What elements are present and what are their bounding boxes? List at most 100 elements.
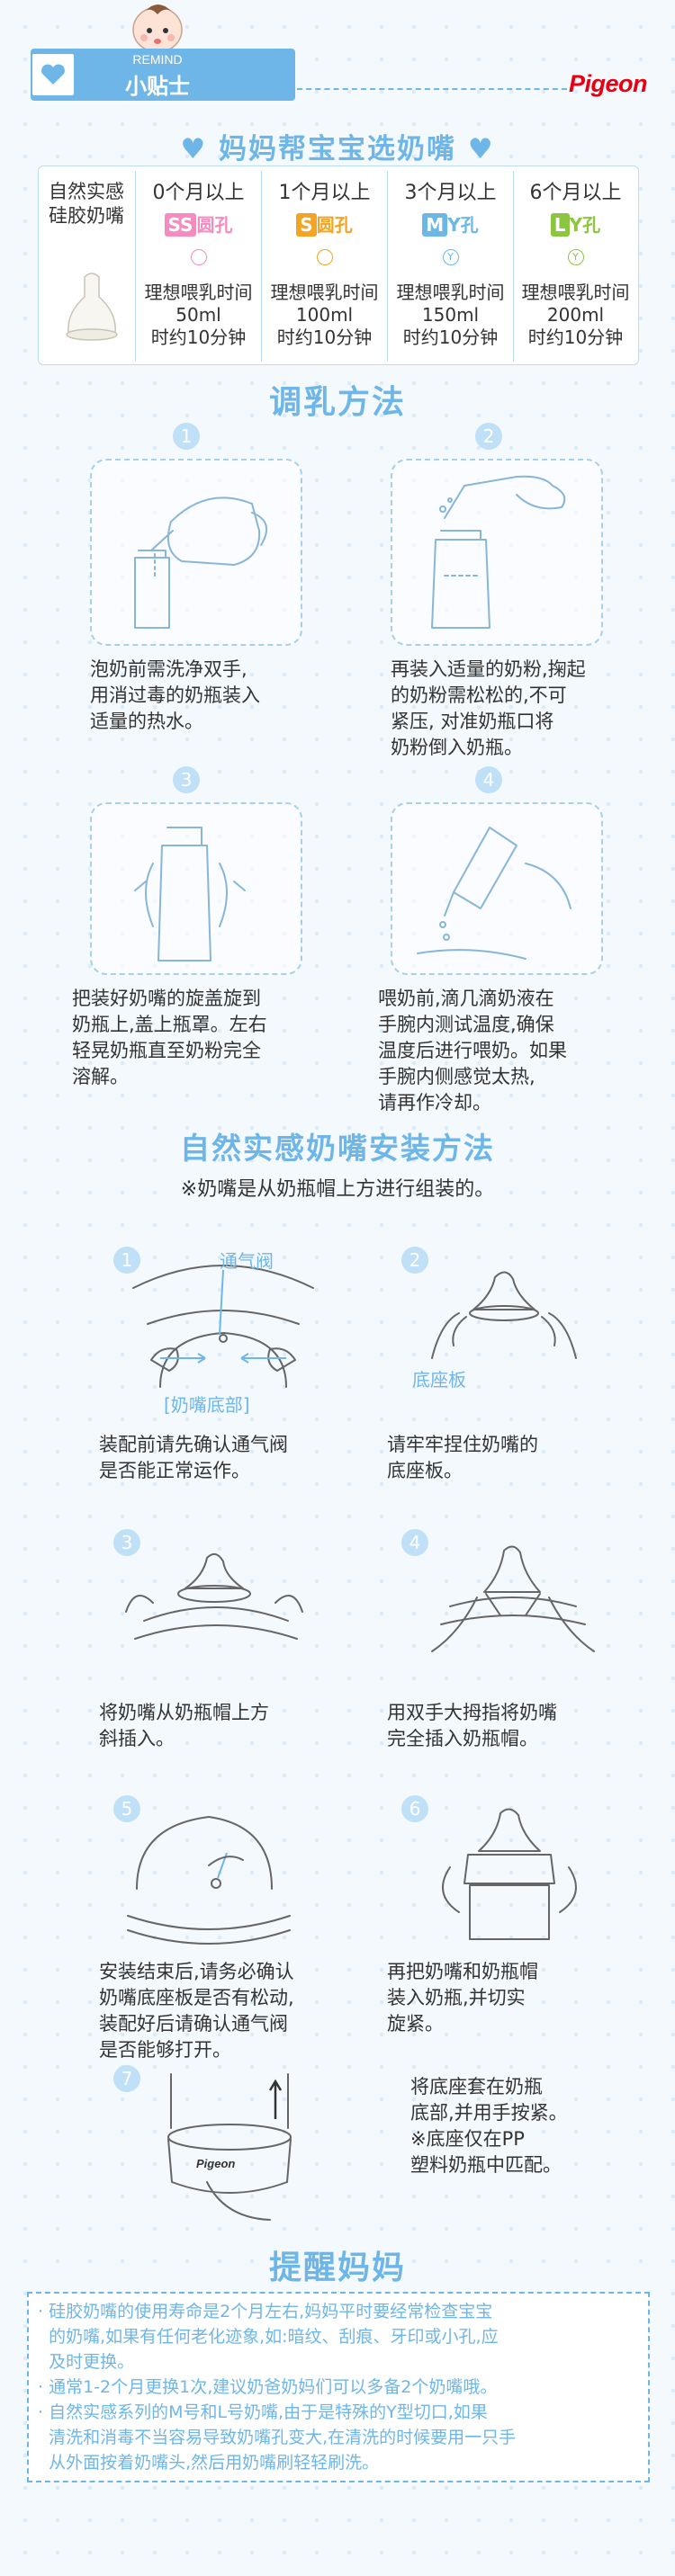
line: 的奶粉需松松的,不可 bbox=[391, 684, 567, 706]
hole-type: Y孔 bbox=[447, 214, 479, 236]
line: 奶嘴底座板是否有松动, bbox=[99, 1987, 294, 2008]
step-number: 6 bbox=[401, 1795, 428, 1822]
step-illustration-box bbox=[391, 459, 603, 646]
line: 请再作冷却。 bbox=[378, 1092, 491, 1114]
ideal-time-label: 理想喂乳时间 bbox=[521, 282, 630, 303]
line: 温度后进行喂奶。如果 bbox=[378, 1040, 567, 1061]
pour-hot-water-illustration bbox=[134, 496, 268, 629]
ideal-time-label: 理想喂乳时间 bbox=[144, 282, 253, 303]
heart-right-icon: ♥ bbox=[456, 133, 495, 165]
tips-title: 小贴士 bbox=[125, 74, 190, 99]
step-number: 1 bbox=[173, 423, 200, 450]
line: 再装入适量的奶粉,掬起 bbox=[391, 658, 586, 680]
step-number: 2 bbox=[475, 423, 502, 450]
check-base-plate-illustration bbox=[127, 1816, 291, 1945]
size-row: S 圆孔 bbox=[262, 210, 387, 237]
step-description: 再把奶嘴和奶瓶帽 装入奶瓶,并切实 旋紧。 bbox=[387, 1959, 630, 2037]
line: 紧压, 对准奶瓶口将 bbox=[391, 711, 554, 732]
size-badge: L bbox=[550, 213, 570, 237]
duration: 时约10分钟 bbox=[527, 326, 624, 348]
attach-base-illustration bbox=[167, 2073, 292, 2221]
line: 奶粉倒入奶瓶。 bbox=[391, 737, 523, 758]
volume: 100ml bbox=[295, 304, 354, 326]
hole-circle-icon bbox=[316, 249, 333, 265]
reminder-box: · 硅胶奶嘴的使用寿命是2个月左右,妈妈平时要经常检查宝宝 的奶嘴,如果有任何老… bbox=[27, 2292, 650, 2482]
nipple-base-label: [奶嘴底部] bbox=[164, 1394, 250, 1416]
push-nipple-illustration bbox=[431, 1545, 595, 1652]
base-plate-label: 底座板 bbox=[412, 1369, 466, 1391]
reminder-line: 及时更换。 bbox=[38, 2352, 135, 2372]
step-number: 2 bbox=[401, 1247, 428, 1274]
insert-nipple-illustration bbox=[125, 1552, 303, 1640]
step-number: 5 bbox=[113, 1795, 140, 1822]
step-number: 4 bbox=[401, 1529, 428, 1556]
line: 装配好后请确认通气阀 bbox=[99, 2013, 288, 2035]
screw-on-cap-illustration bbox=[442, 1808, 577, 1940]
reminder-line: 从外面按着奶嘴头,然后用奶嘴刷轻轻刷洗。 bbox=[38, 2453, 380, 2473]
line: 手腕内侧感觉太热, bbox=[378, 1066, 536, 1087]
step-description: 将底座套在奶瓶 底部,并用手按紧。 ※底座仅在PP 塑料奶瓶中匹配。 bbox=[410, 2074, 644, 2178]
line: 完全插入奶瓶帽。 bbox=[387, 1728, 538, 1749]
line: 喂奶前,滴几滴奶液在 bbox=[378, 988, 554, 1009]
age-label: 3个月以上 bbox=[404, 182, 497, 204]
line: 装入奶瓶,并切实 bbox=[387, 1987, 526, 2008]
baby-mascot-icon bbox=[132, 4, 183, 53]
reminder-title: 提醒妈妈 bbox=[268, 2250, 406, 2286]
shake-bottle-illustration bbox=[134, 827, 246, 962]
header-dashed-line bbox=[297, 88, 567, 90]
vent-valve-label: 通气阀 bbox=[220, 1250, 274, 1272]
age-label: 6个月以上 bbox=[529, 182, 622, 204]
step-number: 7 bbox=[113, 2065, 140, 2092]
heart-left-icon: ♥ bbox=[180, 133, 219, 165]
line: 装配前请先确认通气阀 bbox=[99, 1434, 288, 1455]
size-column-s: 1个月以上 S 圆孔 理想喂乳时间 100ml 时约10分钟 bbox=[261, 171, 387, 362]
line: 再把奶嘴和奶瓶帽 bbox=[387, 1961, 538, 1982]
age-label: 1个月以上 bbox=[278, 182, 371, 204]
hole-type: Y孔 bbox=[569, 214, 601, 236]
product-name-text: 自然实感硅胶奶嘴 bbox=[49, 181, 124, 227]
remind-label: REMIND bbox=[132, 52, 183, 67]
add-formula-illustration bbox=[431, 475, 566, 629]
step-description: 再装入适量的奶粉,掬起 的奶粉需松松的,不可 紧压, 对准奶瓶口将 奶粉倒入奶瓶。 bbox=[391, 657, 625, 761]
size-badge: SS bbox=[164, 213, 197, 237]
line: 安装结束后,请务必确认 bbox=[99, 1961, 294, 1982]
hole-type: 圆孔 bbox=[196, 214, 233, 236]
line: 将奶嘴从奶瓶帽上方 bbox=[99, 1702, 269, 1723]
step-description: 装配前请先确认通气阀 是否能正常运作。 bbox=[99, 1432, 342, 1484]
line: 溶解。 bbox=[72, 1066, 129, 1087]
reminder-line: · 自然实感系列的M号和L号奶嘴,由于是特殊的Y型切口,如果 bbox=[38, 2402, 488, 2422]
step-illustration-box bbox=[90, 802, 302, 975]
duration: 时约10分钟 bbox=[276, 326, 373, 348]
install-note: ※奶嘴是从奶瓶帽上方进行组装的。 bbox=[180, 1178, 495, 1201]
hole-type: 圆孔 bbox=[316, 214, 353, 236]
line: 底座板。 bbox=[387, 1460, 463, 1481]
selection-table bbox=[38, 165, 639, 365]
step-description: 泡奶前需洗净双手, 用消过毒的奶瓶装入 适量的热水。 bbox=[90, 657, 306, 735]
duration: 时约10分钟 bbox=[150, 326, 247, 348]
pigeon-logo: Pigeon bbox=[569, 70, 648, 97]
line: 把装好奶嘴的旋盖旋到 bbox=[72, 988, 261, 1009]
line: 奶瓶上,盖上瓶罩。左右 bbox=[72, 1014, 267, 1035]
duration: 时约10分钟 bbox=[402, 326, 499, 348]
line: 斜插入。 bbox=[99, 1728, 175, 1749]
header: REMIND 小贴士 Pigeon bbox=[0, 0, 675, 117]
selection-title-text: 妈妈帮宝宝选奶嘴 bbox=[219, 133, 456, 165]
selection-title: ♥ 妈妈帮宝宝选奶嘴 ♥ bbox=[0, 126, 675, 166]
volume: 50ml bbox=[176, 304, 221, 326]
line: 底部,并用手按紧。 bbox=[410, 2102, 568, 2124]
step-number: 3 bbox=[173, 766, 200, 793]
vent-valve-illustration bbox=[132, 1265, 314, 1388]
step-description: 将奶嘴从奶瓶帽上方 斜插入。 bbox=[99, 1700, 342, 1752]
volume: 200ml bbox=[546, 304, 605, 326]
y-cut-icon: Y bbox=[442, 249, 459, 265]
line: 用双手大拇指将奶嘴 bbox=[387, 1702, 557, 1723]
step-description: 喂奶前,滴几滴奶液在 手腕内测试温度,确保 温度后进行喂奶。如果 手腕内侧感觉太热, 请… bbox=[378, 986, 621, 1116]
line: 是否能正常运作。 bbox=[99, 1460, 250, 1481]
product-name: 自然实感硅胶奶嘴 bbox=[40, 180, 133, 228]
hole-circle-icon bbox=[190, 249, 207, 265]
nipple-product-icon bbox=[66, 273, 118, 341]
age-label: 0个月以上 bbox=[152, 182, 245, 204]
size-column-m: 3个月以上 M Y孔 Y 理想喂乳时间 150ml 时约10分钟 bbox=[387, 171, 513, 362]
step-description: 用双手大拇指将奶嘴 完全插入奶瓶帽。 bbox=[387, 1700, 630, 1752]
